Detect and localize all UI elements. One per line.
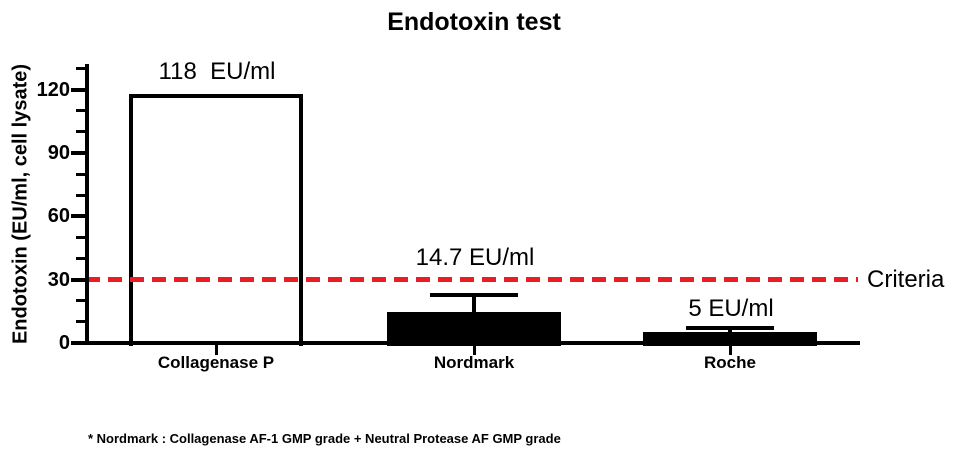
y-axis-minor-tick-20 <box>76 299 85 303</box>
error-bar-cap-nordmark <box>430 293 518 298</box>
y-axis-major-tick-120 <box>71 87 85 92</box>
chart-title: Endotoxin test <box>387 8 561 36</box>
bar-value-label-roche: 5 EU/ml <box>688 295 774 322</box>
y-axis-tick-label-90: 90 <box>47 141 70 164</box>
x-axis-tick-nordmark <box>472 343 476 355</box>
y-axis-minor-tick-50 <box>76 235 85 239</box>
bar-value-label-nordmark: 14.7 EU/ml <box>415 244 535 271</box>
y-axis-tick-label-0: 0 <box>58 332 70 354</box>
error-bar-cap-roche <box>686 326 774 331</box>
y-axis-tick-label-30: 30 <box>47 268 70 291</box>
footnote-line-1: * Nordmark : Collagenase AF-1 GMP grade … <box>88 431 561 446</box>
y-axis-minor-tick-10 <box>76 320 85 324</box>
bar-collagenase-p <box>129 93 303 346</box>
y-axis-label: Endotoxin (EU/ml, cell lysate) <box>9 63 32 345</box>
x-axis-line <box>85 341 860 345</box>
error-bar-stem-nordmark <box>472 297 476 313</box>
y-axis-minor-tick-130 <box>76 66 85 70</box>
y-axis-major-tick-90 <box>71 150 85 155</box>
y-axis-minor-tick-40 <box>76 257 85 260</box>
x-axis-tick-roche <box>728 343 732 355</box>
x-axis-category-label-roche: Roche <box>704 353 756 372</box>
y-axis-minor-tick-100 <box>76 130 85 134</box>
y-axis-line <box>85 64 89 345</box>
y-axis-major-tick-0 <box>71 341 85 345</box>
x-axis-tick-collagenase-p <box>214 343 218 355</box>
x-axis-category-label-collagenase-p: Collagenase P <box>157 353 275 372</box>
y-axis-minor-tick-70 <box>76 193 85 197</box>
y-axis-tick-label-60: 60 <box>47 205 70 228</box>
bar-nordmark <box>387 311 561 346</box>
x-axis-category-label-nordmark: Nordmark <box>433 353 515 372</box>
y-axis-major-tick-30 <box>71 277 85 282</box>
y-axis-major-tick-60 <box>71 214 85 219</box>
y-axis-tick-label-120: 120 <box>36 78 70 101</box>
y-axis-minor-tick-110 <box>76 109 85 113</box>
y-axis-minor-tick-80 <box>76 172 85 176</box>
error-bar-stem-roche <box>728 330 732 334</box>
footnote: * Nordmark : Collagenase AF-1 GMP grade … <box>88 391 561 451</box>
criteria-line <box>86 277 858 283</box>
bar-value-label-collagenase-p: 118 EU/ml <box>158 58 276 85</box>
criteria-label: Criteria <box>867 265 945 293</box>
